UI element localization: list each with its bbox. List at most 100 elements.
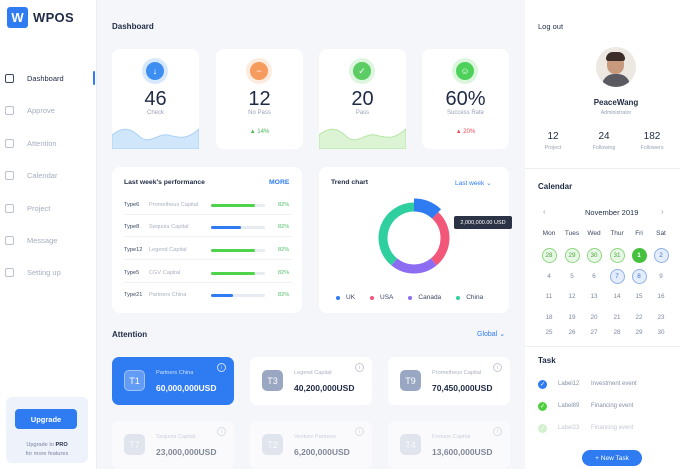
company-amount: 13,600,000USD bbox=[432, 447, 493, 457]
calendar-day[interactable]: 2 bbox=[653, 247, 669, 263]
task-event: Financing event bbox=[591, 403, 634, 409]
company-amount: 70,450,000USD bbox=[432, 383, 493, 393]
task-item[interactable]: ✓ Label89 Financing event bbox=[538, 399, 633, 413]
task-item[interactable]: ✓ Label23 Financing event bbox=[538, 421, 633, 435]
stat-label: Check bbox=[146, 110, 164, 116]
prev-month-button[interactable]: ‹ bbox=[543, 207, 546, 216]
info-icon[interactable]: i bbox=[493, 427, 502, 436]
calendar-day[interactable]: 27 bbox=[590, 328, 598, 336]
profile-stat-label: Project bbox=[544, 145, 562, 151]
perf-type: Type21 bbox=[124, 292, 143, 298]
perf-company: CGV Capital bbox=[149, 270, 181, 276]
attention-card[interactable]: T2 Venture Partners 6,200,000USD i bbox=[250, 421, 372, 469]
calendar-day[interactable]: 4 bbox=[547, 272, 551, 280]
next-month-button[interactable]: › bbox=[661, 207, 664, 216]
sidebar-item-message[interactable]: Message bbox=[0, 230, 97, 250]
avatar[interactable] bbox=[596, 47, 636, 87]
calendar-day[interactable]: 11 bbox=[545, 292, 553, 300]
attention-card[interactable]: T4 Fortune Capital 13,600,000USD i bbox=[388, 421, 510, 469]
stat-change: ▲ 20% bbox=[422, 129, 509, 135]
calendar-day[interactable]: 28 bbox=[541, 247, 557, 263]
calendar-day[interactable]: 14 bbox=[613, 292, 621, 300]
info-icon[interactable]: i bbox=[355, 363, 364, 372]
legend-dot bbox=[370, 295, 375, 300]
star-icon bbox=[5, 138, 14, 148]
performance-title: Last week's performance bbox=[124, 179, 205, 186]
calendar-day[interactable]: 26 bbox=[568, 328, 576, 336]
sidebar-item-dashboard[interactable]: Dashboard bbox=[0, 68, 97, 88]
calendar-day[interactable]: 28 bbox=[613, 328, 621, 336]
upgrade-button[interactable]: Upgrade bbox=[15, 409, 77, 429]
calendar-day[interactable]: 30 bbox=[657, 328, 665, 336]
progress-bar bbox=[211, 225, 265, 229]
calendar-day[interactable]: 19 bbox=[568, 313, 576, 321]
new-task-button[interactable]: + New Task bbox=[582, 450, 642, 466]
calendar-day[interactable]: 20 bbox=[590, 313, 598, 321]
stat-value: 20 bbox=[351, 88, 374, 110]
more-link[interactable]: MORE bbox=[269, 179, 290, 186]
trend-chart-card bbox=[319, 167, 509, 313]
attention-card[interactable]: T9 Prometheus Capital 70,450,000USD i bbox=[388, 357, 510, 405]
calendar-day[interactable]: 8 bbox=[631, 268, 647, 284]
divider bbox=[124, 259, 292, 260]
attention-card[interactable]: T7 Sequoia Capital 23,000,000USD i bbox=[112, 421, 234, 469]
sidebar-item-calendar[interactable]: Calendar bbox=[0, 165, 97, 185]
calendar-day[interactable]: 6 bbox=[592, 272, 596, 280]
info-icon[interactable]: i bbox=[355, 427, 364, 436]
weekday-label: Wed bbox=[587, 230, 601, 237]
info-icon[interactable]: i bbox=[493, 363, 502, 372]
badge: T4 bbox=[400, 434, 421, 455]
gear-icon bbox=[5, 267, 14, 277]
donut-slice-uk[interactable] bbox=[413, 198, 442, 219]
calendar-day[interactable]: 13 bbox=[590, 292, 598, 300]
sidebar-item-setting-up[interactable]: Setting up bbox=[0, 262, 97, 282]
calendar-day[interactable]: 30 bbox=[586, 247, 602, 263]
calendar-day[interactable]: 29 bbox=[635, 328, 643, 336]
global-dropdown[interactable]: Global ⌄ bbox=[477, 331, 506, 338]
logout-link[interactable]: Log out bbox=[538, 22, 564, 31]
badge: T7 bbox=[124, 434, 145, 455]
calendar-day[interactable]: 7 bbox=[609, 268, 625, 284]
sidebar-item-project[interactable]: Project bbox=[0, 198, 97, 218]
company-amount: 23,000,000USD bbox=[156, 447, 217, 457]
calendar-day[interactable]: 21 bbox=[613, 313, 621, 321]
calendar-title: Calendar bbox=[538, 182, 573, 191]
progress-bar bbox=[211, 203, 265, 207]
calendar-day[interactable]: 29 bbox=[564, 247, 580, 263]
calendar-day[interactable]: 18 bbox=[545, 313, 553, 321]
calendar-day[interactable]: 9 bbox=[659, 272, 663, 280]
badge: T2 bbox=[262, 434, 283, 455]
stat-change-value: 14% bbox=[257, 129, 270, 135]
donut-slice-canada[interactable] bbox=[391, 258, 437, 274]
calendar-day[interactable]: 31 bbox=[609, 247, 625, 263]
donut-slice-china[interactable] bbox=[378, 202, 415, 266]
sidebar-item-approve[interactable]: Approve bbox=[0, 100, 97, 120]
sidebar-item-attention[interactable]: Attention bbox=[0, 133, 97, 153]
calendar-day[interactable]: 25 bbox=[545, 328, 553, 336]
calendar-day[interactable]: 12 bbox=[568, 292, 576, 300]
period-dropdown[interactable]: Last week ⌄ bbox=[455, 180, 492, 187]
perf-row: Type12 Legend Capital 82% bbox=[124, 239, 294, 261]
calendar-day[interactable]: 5 bbox=[570, 272, 574, 280]
task-title: Task bbox=[538, 356, 556, 365]
donut-slice-usa[interactable] bbox=[430, 212, 450, 266]
task-item[interactable]: ✓ Label12 Investment event bbox=[538, 377, 637, 391]
perf-company: Prometheus Capital bbox=[149, 202, 199, 208]
calendar-day[interactable]: 22 bbox=[635, 313, 643, 321]
attention-card[interactable]: T3 Legend Capital 40,200,000USD i bbox=[250, 357, 372, 405]
company-amount: 6,200,000USD bbox=[294, 447, 350, 457]
info-icon[interactable]: i bbox=[217, 363, 226, 372]
attention-card[interactable]: T1 Partners China 60,000,000USD i bbox=[112, 357, 234, 405]
calendar-day[interactable]: 23 bbox=[657, 313, 665, 321]
badge: T1 bbox=[124, 370, 145, 391]
profile-name: PeaceWang bbox=[593, 98, 639, 107]
perf-percent: 82% bbox=[278, 247, 290, 253]
calendar-day[interactable]: 1 bbox=[631, 247, 647, 263]
check-icon: ✓ bbox=[538, 423, 547, 433]
calendar-day[interactable]: 16 bbox=[657, 292, 665, 300]
info-icon[interactable]: i bbox=[217, 427, 226, 436]
perf-row: Type5 CGV Capital 82% bbox=[124, 262, 294, 284]
page-title: Dashboard bbox=[112, 22, 154, 31]
calendar-day[interactable]: 15 bbox=[635, 292, 643, 300]
perf-company: Partners China bbox=[149, 292, 187, 298]
